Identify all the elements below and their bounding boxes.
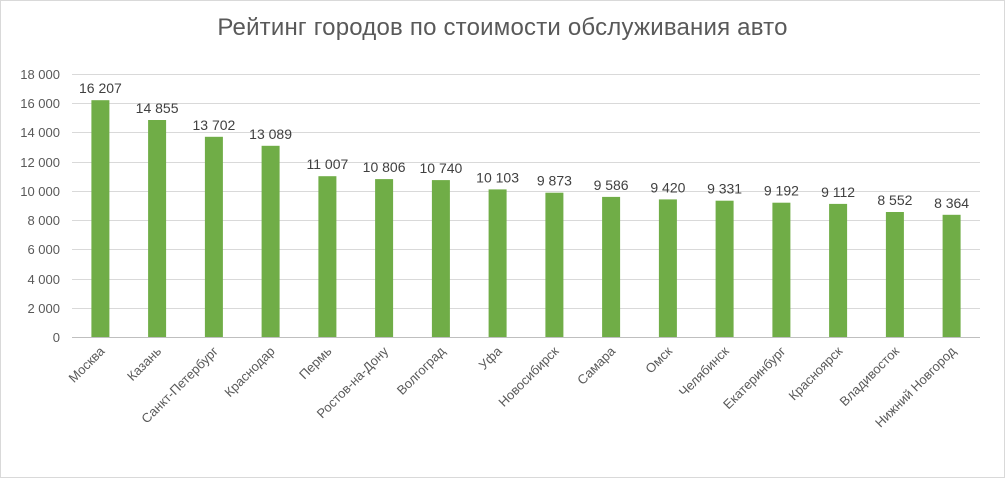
data-label: 9 112 [821,184,855,200]
data-label: 9 586 [594,177,629,193]
data-label: 10 103 [476,169,519,185]
data-label: 10 740 [419,160,462,176]
bar [375,179,394,337]
y-tick-label: 18 000 [20,67,60,82]
y-tick-label: 0 [53,330,60,345]
data-label: 9 873 [537,173,572,189]
category-label: Красноярск [786,343,846,403]
category-label: Казань [124,343,164,383]
y-tick-label: 2 000 [27,301,60,316]
category-label: Москва [66,343,109,386]
bar [91,100,110,337]
y-tick-label: 6 000 [27,242,60,257]
data-label: 9 192 [764,183,799,199]
category-label: Челябинск [676,343,732,399]
bars [91,100,961,337]
y-axis-tick-labels: 0 2 000 4 000 6 000 8 000 10 000 12 000 14 000 1… [20,67,60,345]
data-label: 8 552 [877,192,912,208]
gridlines [72,74,980,338]
y-tick-label: 12 000 [20,155,60,170]
y-tick-label: 14 000 [20,125,60,140]
bar [942,214,961,337]
bar [658,199,677,337]
bar [885,212,904,337]
data-label: 10 806 [363,159,406,175]
bar [602,196,621,337]
data-label: 9 420 [650,179,685,195]
bar [715,200,734,337]
category-label: Новосибирск [495,343,561,409]
bar [545,192,564,337]
data-label: 11 007 [307,156,349,172]
y-tick-label: 16 000 [20,96,60,111]
y-tick-label: 4 000 [27,272,60,287]
bar [204,136,223,337]
bar [261,145,280,337]
data-label: 13 702 [192,117,235,133]
category-label: Самара [574,343,619,388]
y-tick-label: 8 000 [27,213,60,228]
data-label: 8 364 [934,195,969,211]
category-label: Омск [642,343,675,376]
bar [772,202,791,337]
y-tick-label: 10 000 [20,184,60,199]
category-label: Уфа [476,343,506,373]
bar [431,180,450,337]
data-label: 14 855 [136,100,179,116]
data-labels: 16 207 14 855 13 702 13 089 11 007 10 806 10 7… [79,80,969,211]
chart-title: Рейтинг городов по стоимости обслуживани… [217,14,788,41]
bar [829,203,848,337]
category-label: Пермь [296,343,335,382]
data-label: 9 331 [707,181,742,197]
category-label: Краснодар [221,344,277,400]
data-label: 16 207 [79,80,122,96]
bar [318,176,337,337]
data-label: 13 089 [249,126,292,142]
category-label: Волгоград [394,343,449,398]
bar [148,120,167,337]
bar [488,189,507,337]
